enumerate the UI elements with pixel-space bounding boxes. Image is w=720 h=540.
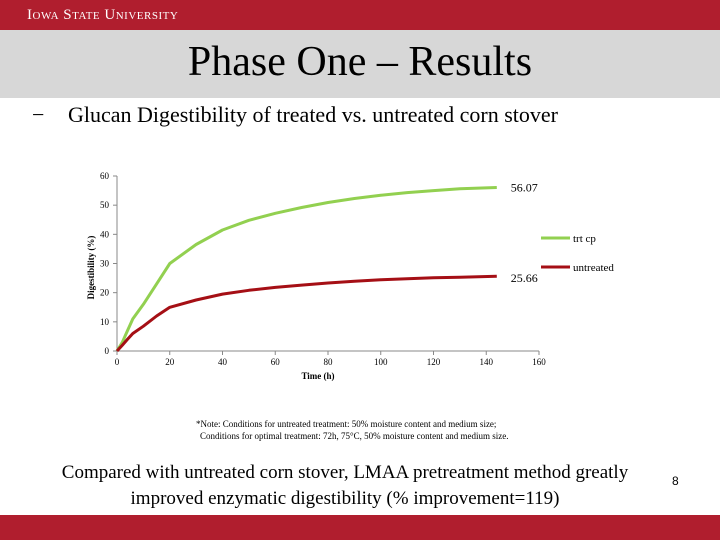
conclusion-text: Compared with untreated corn stover, LMA… — [30, 460, 660, 512]
data-label-trt-cp: 56.07 — [511, 180, 538, 194]
legend-label-trt-cp: trt cp — [573, 233, 596, 245]
x-axis-label: Time (h) — [301, 371, 334, 381]
y-tick-label: 30 — [100, 259, 110, 269]
slide-title: Phase One – Results — [187, 39, 533, 85]
y-tick-label: 10 — [100, 317, 110, 327]
series-line-trt-cp — [115, 186, 497, 352]
y-tick-label: 50 — [100, 200, 110, 210]
note-line-2: Conditions for optimal treatment: 72h, 7… — [200, 431, 509, 441]
bullet-text: Glucan Digestibility of treated vs. untr… — [68, 102, 558, 127]
x-tick-label: 40 — [218, 357, 228, 367]
data-label-untreated: 25.66 — [511, 271, 538, 285]
bullet-marker: − — [32, 102, 45, 127]
x-tick-label: 80 — [324, 357, 334, 367]
x-tick-label: 60 — [271, 357, 281, 367]
series-line-untreated — [115, 274, 497, 353]
conclusion-line-1: Compared with untreated corn stover, LMA… — [61, 462, 629, 483]
bullet-item: − Glucan Digestibility of treated vs. unt… — [32, 102, 558, 128]
chart-legend: trt cp untreated — [541, 233, 614, 274]
page-number: 8 — [672, 474, 679, 488]
footer-bar — [0, 515, 720, 540]
legend-label-untreated: untreated — [573, 262, 614, 274]
y-tick-label: 20 — [100, 288, 110, 298]
x-tick-label: 20 — [165, 357, 175, 367]
title-band — [0, 30, 720, 98]
note-line-1: *Note: Conditions for untreated treatmen… — [196, 419, 497, 429]
x-tick-label: 160 — [532, 357, 546, 367]
chart-axes: 0 10 20 30 40 50 60 0 20 40 60 80 100 120 140 160 Time (… — [86, 171, 546, 381]
y-tick-label: 0 — [105, 346, 110, 356]
y-tick-label: 40 — [100, 229, 110, 239]
x-tick-label: 100 — [374, 357, 388, 367]
university-brand: Iowa State University — [27, 7, 179, 23]
x-tick-label: 120 — [427, 357, 441, 367]
x-tick-label: 140 — [480, 357, 494, 367]
conclusion-line-2: improved enzymatic digestibility (% impr… — [130, 488, 560, 509]
chart-note: *Note: Conditions for untreated treatmen… — [196, 418, 509, 442]
x-tick-label: 0 — [115, 357, 120, 367]
header-bar: Iowa State University — [0, 0, 720, 30]
chart-plot-area: 56.07 25.66 — [115, 180, 538, 353]
y-tick-label: 60 — [100, 171, 110, 181]
y-axis-label: Digestibility (%) — [86, 236, 96, 300]
